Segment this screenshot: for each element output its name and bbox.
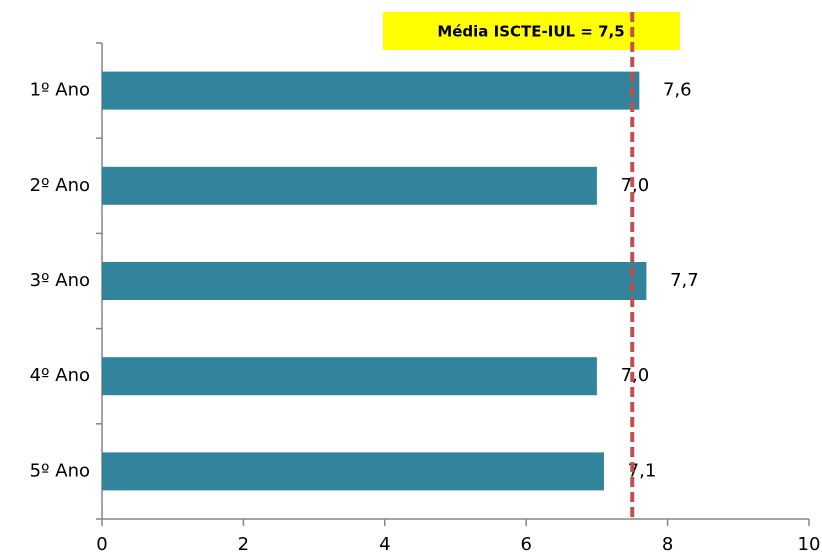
x-tick-label: 6 — [520, 534, 531, 555]
bar — [102, 262, 647, 300]
bar — [102, 71, 640, 110]
y-tick-label: 3º Ano — [30, 270, 90, 291]
value-label: 7,6 — [663, 80, 692, 101]
x-tick-label: 2 — [238, 534, 249, 555]
x-tick-label: 8 — [662, 534, 673, 555]
y-tick-label: 5º Ano — [30, 460, 90, 481]
x-tick-label: 0 — [96, 534, 107, 555]
y-tick-label: 1º Ano — [30, 80, 90, 101]
value-label: 7,0 — [621, 175, 650, 196]
y-tick-label: 2º Ano — [30, 175, 90, 196]
value-label: 7,1 — [628, 460, 657, 481]
x-tick-label: 10 — [798, 534, 821, 555]
bar — [102, 166, 597, 205]
bar — [102, 357, 597, 396]
annotation: Média ISCTE-IUL = 7,5 — [437, 23, 624, 41]
y-tick-label: 4º Ano — [30, 365, 90, 386]
value-label: 7,0 — [621, 365, 650, 386]
bar — [102, 452, 604, 491]
value-label: 7,7 — [670, 270, 699, 291]
x-tick-label: 4 — [379, 534, 390, 555]
